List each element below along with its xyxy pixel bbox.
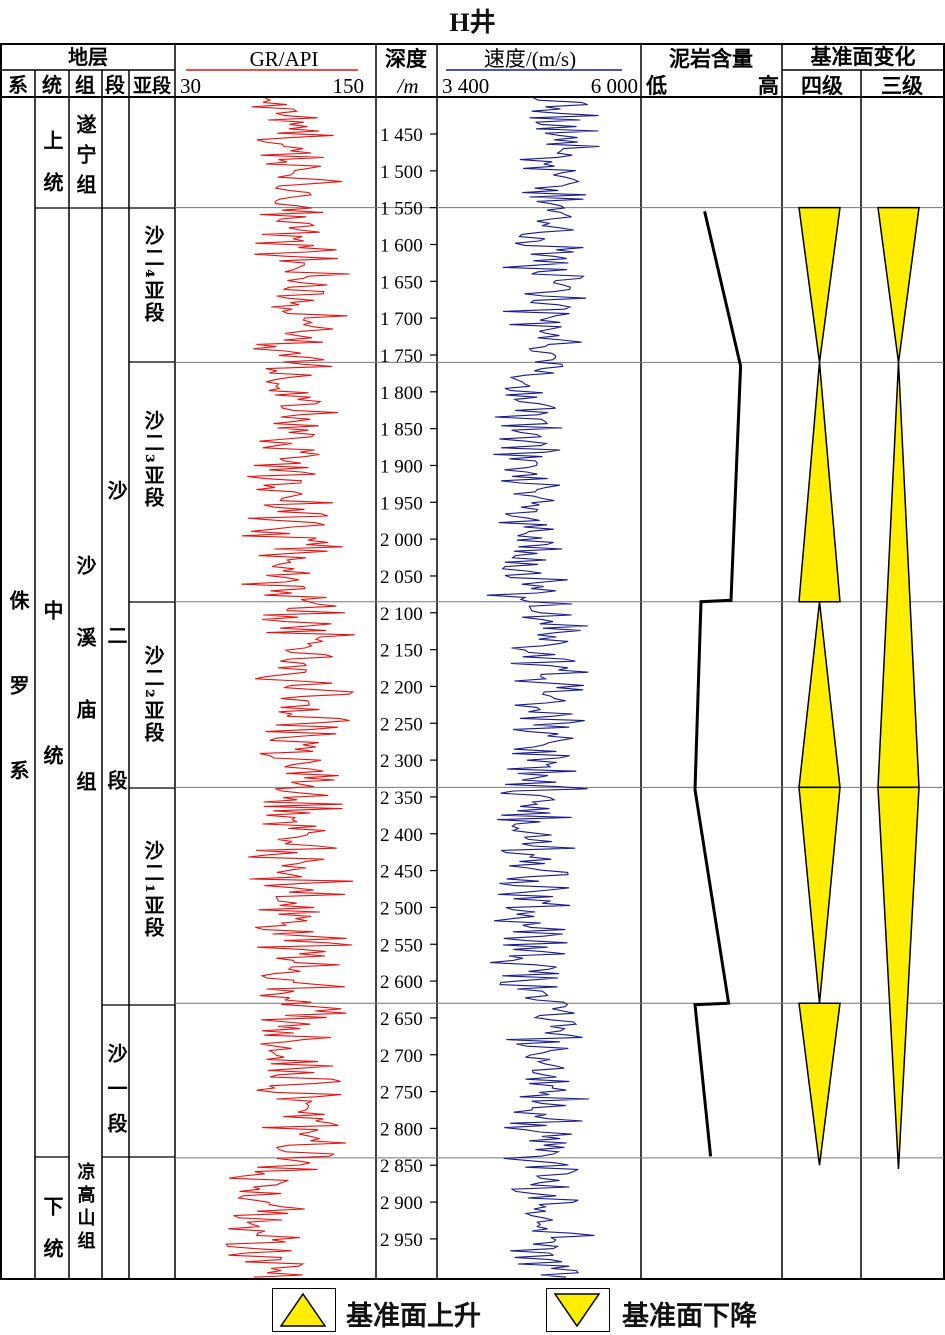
baselevel-4-triangle [798,786,841,1004]
depth-tick-label: 1 550 [380,199,423,220]
baselevel-3-triangle [877,362,920,789]
header-mud-high: 高 [758,73,779,98]
label-sub-sha2-1: 沙二₁亚段 [141,840,165,939]
column-separators [1,44,944,1279]
depth-tick-label: 2 350 [380,788,423,809]
baselevel-4-triangle [798,601,841,789]
label-formation-lianggaoshan: 凉高山组 [75,1161,96,1254]
depth-tick-label: 2 800 [380,1119,423,1140]
rising-triangle-icon [279,1292,327,1327]
baselevel-fourth-order [798,206,841,1166]
depth-tick-label: 1 900 [380,456,423,477]
depth-tick-label: 2 600 [380,972,423,993]
mudstone-curve [693,210,743,1157]
header-formation: 组 [75,73,95,97]
label-formation-shaximiao: 沙溪庙组 [73,555,97,843]
depth-tick-label: 2 250 [380,714,423,735]
depth-tick-label: 2 950 [380,1230,423,1251]
header-vel-max: 6 000 [591,74,638,98]
depth-tick-label: 1 700 [380,309,423,330]
depth-tick-label: 2 750 [380,1083,423,1104]
depth-boundary-lines [175,207,944,1159]
label-series-middle: 中统 [40,599,64,890]
depth-tick-label: 2 100 [380,604,423,625]
header-vel-title: 速度/(m/s) [484,47,576,71]
legend-rising-box [272,1288,336,1332]
baselevel-third-order [877,206,920,1169]
depth-tick-label: 2 500 [380,898,423,919]
header-mud-title: 泥岩含量 [669,46,753,71]
label-series-lower: 下统 [40,1196,64,1280]
label-sub-sha2-2: 沙二₂亚段 [141,645,165,744]
header-submember: 亚段 [133,74,172,97]
legend-rising-label: 基准面上升 [346,1301,481,1332]
label-system: 侏罗系 [6,589,30,845]
label-member-sha1: 沙一段 [104,1043,128,1148]
header-base-fourth: 四级 [801,73,843,98]
legend-falling-label: 基准面下降 [622,1301,757,1332]
depth-tick-label: 2 050 [380,567,423,588]
depth-tick-label: 2 450 [380,862,423,883]
header-member: 段 [105,73,125,97]
header-mud-low: 低 [645,73,667,98]
legend-falling-box [546,1288,610,1332]
baselevel-3-triangle [877,786,920,1169]
depth-tick-label: 2 300 [380,751,423,772]
label-formation-suining: 遂宁组 [73,113,97,204]
depth-axis: 1 450 1 500 1 550 1 600 1 650 1 700 1 750 1 800… [380,125,437,1251]
header-series: 统 [42,73,62,97]
depth-tick-label: 2 000 [380,530,423,551]
depth-tick-label: 1 750 [380,346,423,367]
header-depth-unit: /m [397,74,419,98]
gr-curve [225,97,355,1278]
strata-boundaries [35,207,175,1158]
depth-tick-label: 1 500 [380,162,423,183]
header-base-title: 基准面变化 [811,44,916,69]
depth-tick-label: 1 950 [380,493,423,514]
header-gr-min: 30 [180,74,201,98]
depth-tick-label: 1 600 [380,235,423,256]
header-vel-min: 3 400 [442,74,489,98]
depth-tick-label: 2 900 [380,1193,423,1214]
baselevel-3-triangle [877,206,920,363]
depth-tick-label: 2 400 [380,825,423,846]
gr-trace [225,97,355,1278]
baselevel-4-triangle [798,206,841,363]
label-member-sha2: 沙二段 [104,480,128,915]
label-sub-sha2-3: 沙二₃亚段 [141,410,165,509]
header-base-third: 三级 [881,73,923,98]
velocity-trace [486,97,600,1278]
mudstone-line [693,210,743,1157]
depth-tick-label: 1 450 [380,125,423,146]
well-log-panel: 地层 系 统 组 段 亚段 深度 泥岩含量 低 高 基准面变化 四级 三级 GR… [0,43,945,1280]
depth-tick-label: 1 650 [380,272,423,293]
velocity-curve [486,97,600,1278]
depth-tick-label: 1 850 [380,420,423,441]
depth-tick-label: 1 800 [380,383,423,404]
label-sub-sha2-4: 沙二₄亚段 [141,225,165,324]
falling-triangle-icon [553,1293,601,1328]
label-series-upper: 上统 [40,130,64,214]
header-depth-title: 深度 [385,46,427,71]
log-frame [0,43,945,1280]
header-strata: 地层 [68,45,108,69]
baselevel-4-triangle [798,1002,841,1166]
depth-tick-label: 2 650 [380,1009,423,1030]
depth-tick-label: 2 700 [380,1046,423,1067]
header-gr-max: 150 [333,74,365,98]
header-gr-title: GR/API [250,47,319,71]
depth-tick-label: 2 200 [380,677,423,698]
baselevel-4-triangle [798,362,841,603]
depth-tick-label: 2 850 [380,1156,423,1177]
chart-title: H井 [449,8,496,37]
header-system: 系 [8,73,28,97]
depth-tick-label: 2 150 [380,641,423,662]
depth-tick-label: 2 550 [380,935,423,956]
